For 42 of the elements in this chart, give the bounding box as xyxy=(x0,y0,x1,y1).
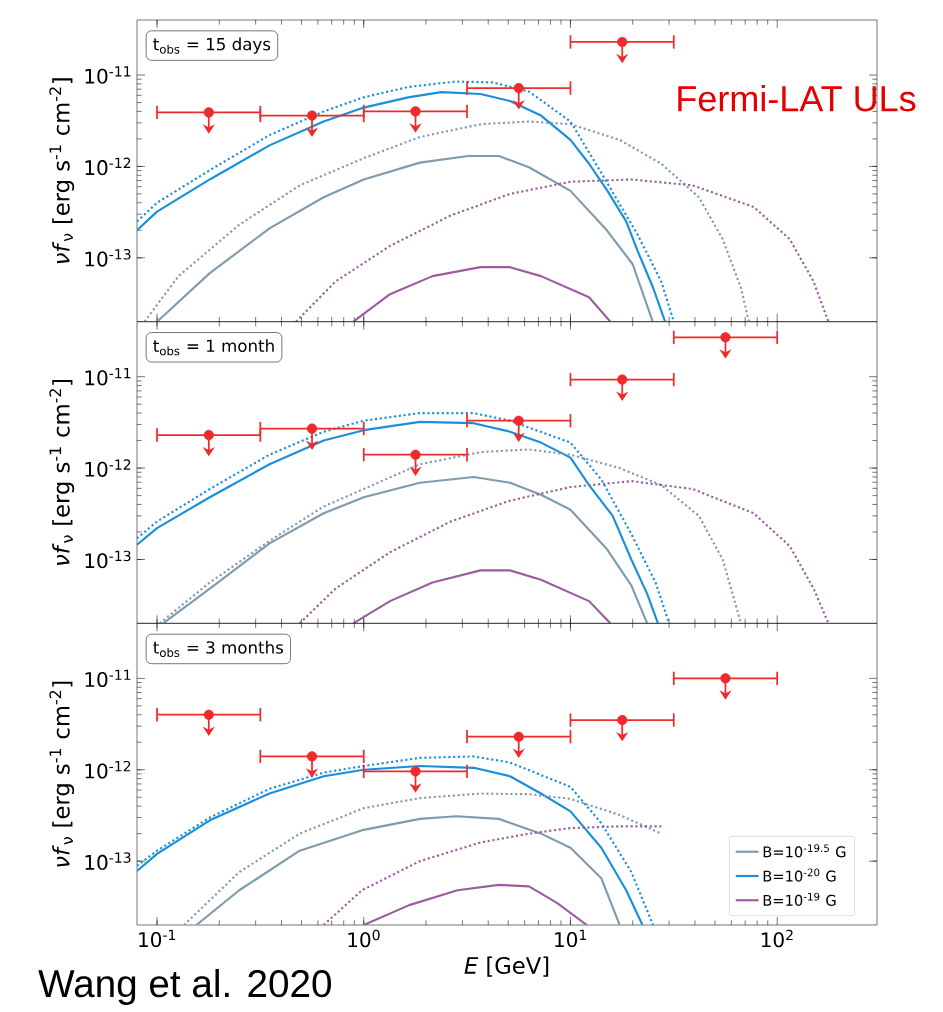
point xyxy=(513,415,524,426)
y-tick-label: 10$^{-13}$ xyxy=(85,852,131,870)
x-axis-title: E [GeV] xyxy=(464,956,549,977)
annotation: t$_{obs}$ = 3 months xyxy=(153,640,284,658)
point xyxy=(513,83,524,94)
point xyxy=(410,449,421,460)
y-tick-label: 10$^{-11}$ xyxy=(85,66,131,84)
point xyxy=(203,429,214,441)
point xyxy=(720,673,731,684)
point xyxy=(203,107,214,118)
legend-label: B=10$^{-20}$ G xyxy=(763,868,836,882)
point xyxy=(617,36,628,48)
y-tick-label: 10$^{-13}$ xyxy=(85,248,131,267)
y-tick-label: 10$^{-12}$ xyxy=(85,459,131,477)
point xyxy=(306,751,318,762)
annotation: t$_{obs}$ = 1 month xyxy=(153,339,274,356)
annotation: Fermi-LAT ULs xyxy=(678,85,916,112)
y-axis-title: νf$_{ν}$ [erg s$^{-1}$ cm$^{-2}$] xyxy=(49,380,75,565)
point xyxy=(306,110,318,121)
y-tick-label: 10$^{-11}$ xyxy=(85,669,131,688)
x-tick-label: 10$^{2}$ xyxy=(761,929,793,948)
y-tick-label: 10$^{-12}$ xyxy=(85,157,131,176)
point xyxy=(306,423,318,434)
point xyxy=(410,106,421,117)
point xyxy=(617,714,628,726)
y-axis-title: νf$_{ν}$ [erg s$^{-1}$ cm$^{-2}$] xyxy=(49,78,75,264)
x-tick-label: 10$^{-1}$ xyxy=(139,929,176,948)
y-axis-title: νf$_{ν}$ [erg s$^{-1}$ cm$^{-2}$] xyxy=(49,681,75,867)
point xyxy=(617,374,628,385)
x-tick-label: 10$^{1}$ xyxy=(555,929,587,948)
point xyxy=(410,766,421,777)
point xyxy=(720,332,731,343)
annotation: t$_{obs}$ = 15 days xyxy=(153,37,271,54)
legend-label: B=10$^{-19.5}$ G xyxy=(763,844,846,858)
point xyxy=(513,731,524,742)
y-tick-label: 10$^{-12}$ xyxy=(85,760,131,779)
x-tick-label: 10$^{0}$ xyxy=(348,929,380,948)
point xyxy=(203,709,214,720)
y-tick-label: 10$^{-11}$ xyxy=(85,367,131,386)
y-tick-label: 10$^{-13}$ xyxy=(85,550,131,569)
legend-label: B=10$^{-19}$ G xyxy=(763,892,836,906)
text: Wang et al. 2020 xyxy=(38,968,332,1005)
